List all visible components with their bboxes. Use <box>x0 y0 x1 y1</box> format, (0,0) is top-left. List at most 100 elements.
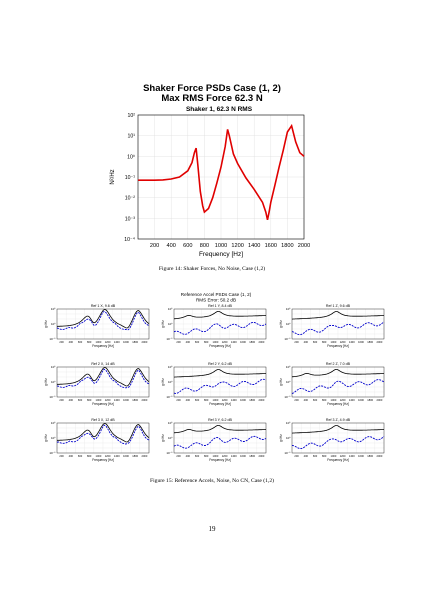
reference-psd-line <box>57 423 150 443</box>
panel-x-tick: 800 <box>204 454 209 458</box>
panel-x-tick: 600 <box>78 454 83 458</box>
accel-panel: Ref 3 X, 12 dB 10⁻⁵ 10⁰ 10⁵ 200 400 600 800 1000… <box>44 418 150 462</box>
panel-x-tick: 1200 <box>222 398 228 402</box>
panel-x-tick: 400 <box>69 454 74 458</box>
panel-title: Ref 3 Y, 6.2 dB <box>208 418 232 422</box>
panel-x-tick: 2000 <box>259 340 265 344</box>
panel-x-tick: 2000 <box>142 340 148 344</box>
panel-x-tick: 800 <box>87 398 92 402</box>
panel-x-tick: 1200 <box>340 340 346 344</box>
panel-x-tick: 400 <box>186 340 191 344</box>
panel-x-tick: 1800 <box>249 340 255 344</box>
panel-x-tick: 1600 <box>358 340 364 344</box>
shaker-force-series-line <box>138 123 305 220</box>
panel-x-label: Frequency [Hz] <box>92 344 114 348</box>
panel-y-tick: 10⁻⁵ <box>49 451 56 455</box>
panel-x-tick: 600 <box>313 454 318 458</box>
panel-x-label: Frequency [Hz] <box>92 458 114 462</box>
y-axis-label: N²/Hz <box>110 169 116 184</box>
x-axis-label: Frequency [Hz] <box>199 251 243 258</box>
reference-psd-line <box>173 310 266 320</box>
panel-x-tick: 1200 <box>222 454 228 458</box>
accel-panel: Ref 2 Z, 7.0 dB 10⁻⁵ 10⁰ 10⁵ 200 400 600 800 100… <box>279 362 385 406</box>
panel-x-tick: 200 <box>176 340 181 344</box>
panel-y-tick: 10⁰ <box>51 380 56 384</box>
panel-y-tick: 10⁻⁵ <box>49 337 56 341</box>
panel-title: Ref 3 X, 12 dB <box>91 418 115 422</box>
panel-x-tick: 200 <box>294 398 299 402</box>
panel-x-tick: 1600 <box>240 454 246 458</box>
panel-y-tick: 10⁵ <box>51 365 56 369</box>
panel-x-tick: 800 <box>204 340 209 344</box>
panel-x-tick: 600 <box>195 340 200 344</box>
x-tick-labels: 200 400 600 800 1000 1200 1400 1600 1800 2000 <box>150 243 310 249</box>
panel-x-tick: 1000 <box>96 454 102 458</box>
panel-x-tick: 400 <box>304 398 309 402</box>
figure15-caption: Figure 15: Reference Accels, Noise, No C… <box>150 478 274 484</box>
measured-psd-line <box>291 321 385 336</box>
panel-y-tick: 10⁻⁵ <box>49 395 56 399</box>
panel-x-tick: 1200 <box>222 340 228 344</box>
panel-x-tick: 2000 <box>377 340 383 344</box>
x-tick-label: 200 <box>150 243 159 249</box>
panel-title: Ref 2 Z, 7.0 dB <box>326 362 351 366</box>
reference-psd-line <box>57 309 150 329</box>
panel-y-label: g²/Hz <box>279 434 283 442</box>
reference-psd-line <box>291 369 384 378</box>
measured-psd-line <box>173 435 267 449</box>
panel-x-tick: 1400 <box>231 340 237 344</box>
panel-frame <box>173 422 267 454</box>
y-tick-labels: 10⁻⁴ 10⁻³ 10⁻² 10⁻¹ 10⁰ 10¹ 10² <box>124 113 135 243</box>
panel-x-tick: 1000 <box>331 454 337 458</box>
panel-x-tick: 600 <box>78 340 83 344</box>
accel-panel: Ref 3 Z, 4.9 dB 10⁻⁵ 10⁰ 10⁵ 200 400 600 800 100… <box>279 418 385 462</box>
panel-x-tick: 1800 <box>249 454 255 458</box>
panel-x-tick: 400 <box>186 454 191 458</box>
panel-x-tick: 1000 <box>96 398 102 402</box>
panel-x-tick: 1800 <box>367 454 373 458</box>
measured-psd-line <box>57 368 150 389</box>
panel-x-tick: 200 <box>176 454 181 458</box>
panel-x-tick: 1600 <box>123 398 129 402</box>
figure14-title-line1: Shaker Force PSDs Case (1, 2) <box>143 83 281 94</box>
panel-x-tick: 1600 <box>358 398 364 402</box>
x-tick-label: 1200 <box>231 243 243 249</box>
panel-x-tick: 400 <box>69 340 74 344</box>
panel-x-tick: 600 <box>195 398 200 402</box>
y-tick-label: 10⁻³ <box>125 216 136 222</box>
x-tick-label: 1600 <box>265 243 277 249</box>
panel-x-tick: 600 <box>313 398 318 402</box>
panel-x-tick: 200 <box>59 454 64 458</box>
y-tick-label: 10⁻¹ <box>125 175 136 181</box>
panel-frame <box>56 422 150 454</box>
panel-y-tick: 10⁰ <box>168 380 173 384</box>
measured-psd-line <box>56 424 150 445</box>
panel-x-tick: 1200 <box>340 398 346 402</box>
panel-y-tick: 10⁰ <box>286 322 291 326</box>
panel-y-label: g²/Hz <box>44 378 48 386</box>
reference-psd-line <box>57 367 150 387</box>
panel-x-tick: 1600 <box>123 340 129 344</box>
panel-x-tick: 800 <box>322 340 327 344</box>
panel-x-tick: 1600 <box>240 340 246 344</box>
panel-frame <box>56 308 150 340</box>
panel-x-tick: 1000 <box>213 454 219 458</box>
plot-frame <box>137 114 305 240</box>
panel-x-tick: 1800 <box>249 398 255 402</box>
panel-x-tick: 1400 <box>231 454 237 458</box>
panel-frame <box>291 366 385 398</box>
panel-y-tick: 10⁰ <box>51 436 56 440</box>
measured-psd-line <box>173 321 267 335</box>
panel-x-tick: 1400 <box>349 340 355 344</box>
panel-frame <box>173 366 267 398</box>
panel-y-tick: 10⁰ <box>51 322 56 326</box>
panel-x-tick: 200 <box>294 454 299 458</box>
panel-title: Ref 1 Y, 8.4 dB <box>208 304 232 308</box>
y-tick-label: 10⁰ <box>127 154 135 160</box>
panel-y-tick: 10⁵ <box>168 421 173 425</box>
panel-y-label: g²/Hz <box>279 378 283 386</box>
panel-y-tick: 10⁵ <box>286 365 291 369</box>
reference-psd-line <box>291 311 385 320</box>
panel-y-label: g²/Hz <box>161 320 165 328</box>
accel-panel: Ref 1 Y, 8.4 dB 10⁻⁵ 10⁰ 10⁵ 200 400 600 800 100… <box>161 304 267 348</box>
